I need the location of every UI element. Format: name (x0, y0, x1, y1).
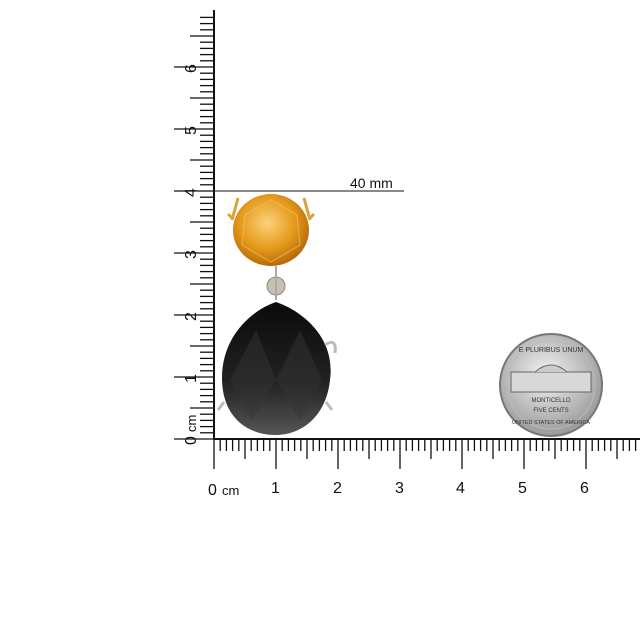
citrine-gem (233, 194, 309, 266)
v-label-1: 1 (183, 374, 200, 383)
coin-country: UNITED STATES OF AMERICA (512, 420, 590, 426)
h-label-3: 3 (395, 480, 404, 497)
h-label-4: 4 (456, 480, 465, 497)
v-label-5: 5 (183, 126, 200, 135)
v-label-4: 4 (183, 188, 200, 197)
v-unit-label: cm (184, 415, 199, 432)
h-label-1: 1 (271, 480, 280, 497)
horizontal-ruler-labels: 0 cm 1 2 3 4 5 6 (208, 480, 589, 499)
coin-motto: E PLURIBUS UNUM (519, 347, 584, 354)
h-label-0: 0 (208, 482, 217, 499)
h-unit-label: cm (222, 483, 239, 498)
h-label-6: 6 (580, 480, 589, 497)
h-label-5: 5 (518, 480, 527, 497)
coin-value: FIVE CENTS (533, 408, 568, 414)
horizontal-ruler (213, 438, 640, 469)
vertical-ruler-labels: 0 cm 1 2 3 4 5 6 (183, 64, 200, 445)
v-label-2: 2 (183, 312, 200, 321)
vertical-ruler (174, 10, 215, 440)
nickel-coin: E PLURIBUS UNUM MONTICELLO FIVE CENTS UN… (499, 333, 603, 437)
measurement-label: 40 mm (350, 175, 393, 191)
h-label-2: 2 (333, 480, 342, 497)
v-label-0: 0 (183, 436, 200, 445)
earring (216, 194, 337, 435)
v-label-3: 3 (183, 250, 200, 259)
v-label-6: 6 (183, 64, 200, 73)
coin-monticello: MONTICELLO (531, 398, 570, 404)
